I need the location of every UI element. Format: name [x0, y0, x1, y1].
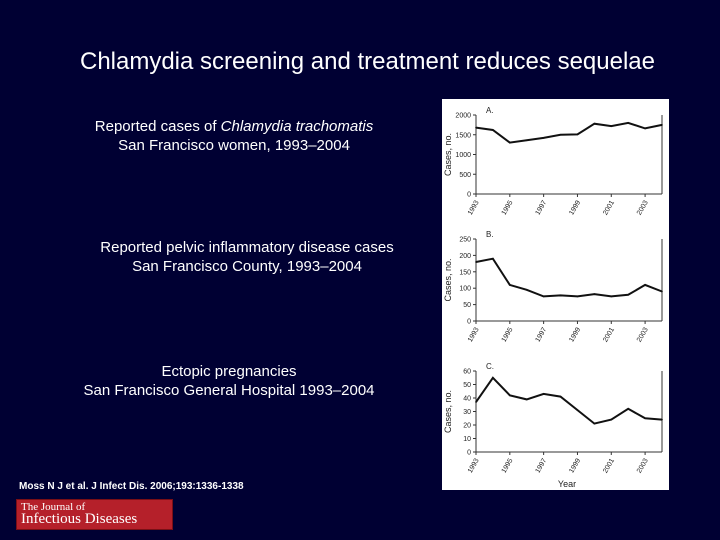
panel-2-xtick-label: 1999: [568, 326, 582, 343]
panel-2-xtick-label: 1995: [501, 326, 515, 343]
caption-chlamydia-species: Chlamydia trachomatis: [220, 118, 374, 135]
panel-2-xtick-label: 2001: [602, 326, 616, 343]
citation: Moss N J et al. J Infect Dis. 2006;193:1…: [19, 481, 244, 492]
panel-2-ytick-label: 250: [459, 237, 471, 244]
panel-2-xtick-label: 1997: [535, 326, 549, 343]
panel-2-data-point: [475, 261, 477, 263]
panel-1-data-point: [593, 122, 596, 125]
panel-1-data-point: [661, 124, 663, 126]
chart-figure: A. 0 500 1000 1500 2000 Cases, no. 1993 1995 1997…: [442, 99, 669, 490]
panel-3-data-point: [509, 394, 511, 397]
caption-chlamydia: Reported cases of Chlamydia trachomatis …: [78, 117, 390, 155]
panel-2-ytick-label: 50: [463, 302, 471, 309]
panel-1-ylabel: Cases, no.: [443, 133, 453, 176]
panel-1-data-point: [576, 133, 579, 136]
panel-2-ylabel: Cases, no.: [443, 258, 453, 301]
panel-3-ytick-label: 60: [463, 369, 471, 376]
panel-3-data-point: [576, 409, 579, 411]
panel-3-xtick-label: 2003: [636, 457, 650, 474]
panel-3-ylabel: Cases, no.: [443, 390, 453, 433]
panel-3-data-point: [542, 393, 545, 395]
panel-3-data-point: [525, 398, 528, 401]
journal-logo-line1: The Journal of: [21, 501, 86, 513]
panel-1-data-point: [559, 133, 562, 136]
caption-ectopic-line2: San Francisco General Hospital 1993–2004: [83, 382, 375, 399]
panel-2-data-point: [492, 257, 494, 260]
caption-ectopic: Ectopic pregnancies San Francisco Genera…: [70, 362, 388, 400]
panel-1-ytick-label: 500: [459, 172, 471, 179]
panel-3-data-point: [661, 418, 663, 421]
panel-3-data-point: [627, 408, 629, 410]
panel-2-data-point: [542, 295, 545, 298]
panel-1-xtick-label: 1995: [501, 199, 515, 216]
panel-3-series-line: [475, 376, 663, 425]
panel-1-ytick-label: 0: [467, 192, 471, 199]
caption-pid-line2: San Francisco County, 1993–2004: [132, 258, 362, 275]
panel-3-data-point: [644, 417, 646, 420]
panel-1-data-point: [509, 141, 511, 144]
panel-1-xtick-label: 2001: [602, 199, 616, 216]
panel-1-data-point: [492, 129, 494, 131]
panel-1-label: A.: [486, 106, 494, 115]
figure-xlabel: Year: [558, 479, 576, 489]
panel-2-data-point: [644, 284, 646, 286]
panel-1-data-point: [475, 126, 477, 129]
panel-3-xtick-label: 1993: [467, 457, 481, 474]
panel-2-data-point: [627, 293, 629, 296]
panel-2-data-point: [661, 290, 663, 293]
panel-1-ytick-label: 2000: [455, 113, 471, 120]
panel-3-xtick-label: 2001: [602, 457, 616, 474]
panel-1-series-line: [475, 121, 663, 144]
caption-pid: Reported pelvic inflammatory disease cas…: [82, 238, 412, 276]
panel-3-ytick-label: 10: [463, 436, 471, 443]
panel-3-ytick-label: 40: [463, 396, 471, 403]
panel-1-ytick-label: 1500: [455, 132, 471, 139]
panel-3-ytick-label: 0: [467, 450, 471, 457]
panel-1-xtick-label: 1997: [535, 199, 549, 216]
panel-1-data-point: [542, 137, 545, 139]
panel-1-data-point: [627, 122, 629, 124]
panel-3-ytick-label: 20: [463, 423, 471, 430]
panel-2-data-point: [593, 293, 596, 295]
panel-3-label: C.: [486, 362, 494, 371]
panel-3-data-point: [610, 418, 613, 421]
journal-logo: The Journal of Infectious Diseases: [16, 499, 173, 530]
panel-2-data-point: [559, 294, 562, 297]
panel-2-ytick-label: 100: [459, 286, 471, 293]
panel-2-ytick-label: 0: [467, 319, 471, 326]
caption-pid-line1: Reported pelvic inflammatory disease cas…: [100, 239, 394, 256]
panel-3-xtick-label: 1995: [501, 457, 515, 474]
panel-2-xtick-label: 1993: [467, 326, 481, 343]
panel-2-data-point: [509, 284, 511, 286]
panel-3-xtick-label: 1997: [535, 457, 549, 474]
panel-3-data-point: [475, 401, 477, 403]
caption-chlamydia-location: San Francisco women, 1993–2004: [118, 137, 350, 154]
panel-1-ytick-label: 1000: [455, 152, 471, 159]
panel-3-data-point: [559, 395, 562, 398]
panel-2-label: B.: [486, 230, 494, 239]
panel-3-data-point: [492, 376, 494, 379]
journal-logo-line2: Infectious Diseases: [21, 511, 138, 527]
panel-3-ytick-label: 50: [463, 382, 471, 389]
panel-2-ytick-label: 150: [459, 269, 471, 276]
caption-ectopic-line1: Ectopic pregnancies: [161, 363, 297, 380]
panel-2-ytick-label: 200: [459, 253, 471, 260]
panel-3-ytick-label: 30: [463, 409, 471, 416]
panel-2-series-line: [475, 257, 663, 298]
panel-3-xtick-label: 1999: [568, 457, 582, 474]
panel-3-data-point: [593, 422, 596, 425]
panel-1-data-point: [644, 127, 646, 130]
panel-2-xtick-label: 2003: [636, 326, 650, 343]
panel-1-data-point: [525, 139, 528, 142]
panel-2-data-point: [610, 295, 613, 298]
panel-1-xtick-label: 1993: [467, 199, 481, 216]
caption-chlamydia-prefix: Reported cases of: [94, 118, 221, 135]
panel-1-data-point: [610, 125, 613, 127]
panel-1-xtick-label: 1999: [568, 199, 582, 216]
panel-2-data-point: [576, 295, 579, 298]
slide-title: Chlamydia screening and treatment reduce…: [79, 48, 655, 75]
panel-1-xtick-label: 2003: [636, 199, 650, 216]
panel-2-data-point: [525, 289, 528, 291]
